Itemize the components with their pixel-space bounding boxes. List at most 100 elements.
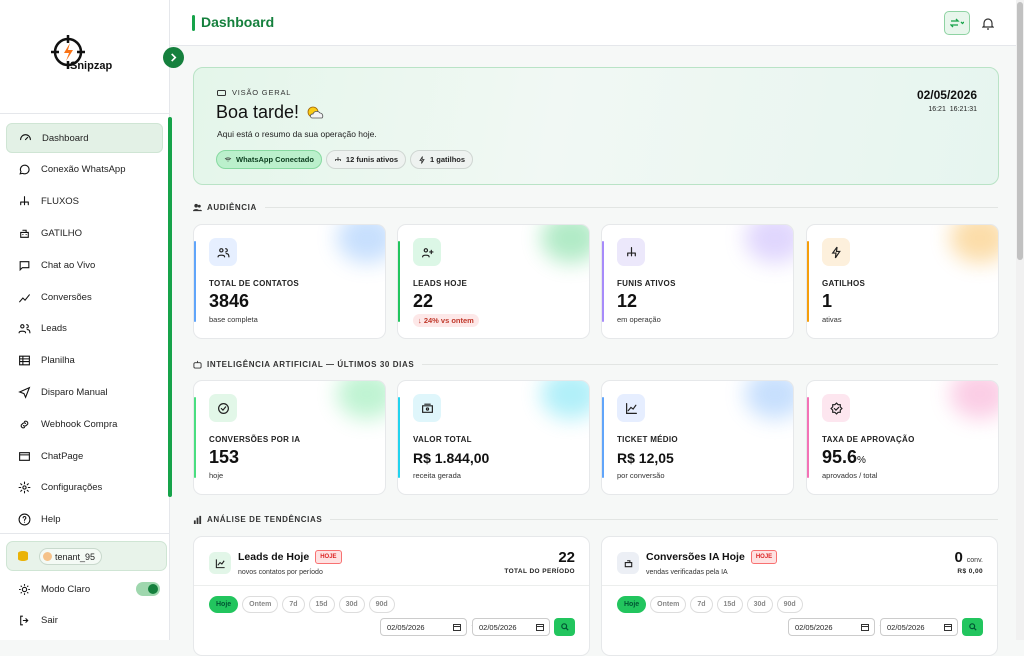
card-note: base completa (209, 315, 258, 324)
theme-label: Modo Claro (41, 583, 91, 595)
menu-item[interactable]: Conversões (6, 282, 163, 312)
glow (950, 381, 998, 419)
card-value: 3846 (209, 291, 250, 311)
notifications[interactable] (982, 17, 994, 30)
filter-pill[interactable]: 30d (746, 596, 773, 613)
tenant-box[interactable]: tenant_95 (6, 541, 167, 571)
theme-toggle[interactable] (136, 582, 160, 596)
trend-total-label: TOTAL DO PERÍODO (504, 568, 575, 575)
trend-card: Conversões IA Hoje HOJE vendas verificadas… (601, 536, 998, 656)
card-icon (617, 238, 645, 266)
menu-item[interactable]: Help (6, 505, 163, 535)
section-label: ANÁLISE DE TENDÊNCIAS (207, 515, 323, 524)
card-label: TOTAL DE CONTATOS (209, 279, 299, 288)
menu-item[interactable]: Leads (6, 314, 163, 344)
filter-pill[interactable]: 7d (690, 596, 713, 613)
menu-item[interactable]: Planilha (6, 346, 163, 376)
divider (602, 585, 997, 586)
accent-bar (807, 397, 809, 478)
menu-item[interactable]: Webhook Compra (6, 409, 163, 439)
card-value: R$ 12,05 (617, 450, 674, 466)
sidebar-toggle[interactable] (163, 47, 184, 68)
status-badge: WhatsApp Conectado (216, 150, 322, 169)
glow (950, 225, 998, 263)
trend-total-label: R$ 0,00 (957, 568, 983, 575)
card-value: 12 (617, 291, 638, 311)
date-value: 02/05/2026 (479, 622, 517, 632)
stat-card: VALOR TOTAL R$ 1.844,00 receita gerada (397, 380, 590, 495)
filter-pill[interactable]: 90d (776, 596, 803, 613)
card-label: TAXA DE APROVAÇÃO (822, 435, 915, 444)
card-note: receita gerada (413, 471, 461, 480)
filter-pill[interactable]: Ontem (242, 596, 279, 613)
trend-title: Leads de Hoje (238, 551, 310, 563)
menu-label: Dashboard (42, 132, 89, 144)
menu-label: Webhook Compra (41, 418, 118, 430)
card-icon (413, 394, 441, 422)
card-unit: % (857, 455, 866, 466)
glow (337, 381, 385, 419)
filter-pill[interactable]: Ontem (650, 596, 687, 613)
logout[interactable]: Sair (6, 605, 163, 635)
date-input[interactable]: 02/05/2026 (380, 618, 467, 636)
menu-item[interactable]: Disparo Manual (6, 377, 163, 407)
menu-item[interactable]: ChatPage (6, 441, 163, 471)
menu-label: Help (41, 514, 61, 526)
trend-total: 22 (558, 549, 575, 566)
switch-button[interactable] (944, 11, 970, 35)
theme-row: Modo Claro (6, 574, 163, 604)
card-icon (209, 238, 237, 266)
card-note: aprovados / total (822, 471, 878, 480)
search-button[interactable] (962, 618, 983, 636)
menu-label: Disparo Manual (41, 386, 108, 398)
menu-item[interactable]: Conexão WhatsApp (6, 155, 163, 185)
menu-item[interactable]: GATILHO (6, 218, 163, 248)
card-icon (822, 238, 850, 266)
trend-badge: HOJE (750, 550, 778, 564)
date-value: 02/05/2026 (795, 622, 833, 632)
logo: Snipzap (50, 34, 112, 76)
filter-pill[interactable]: 7d (282, 596, 305, 613)
overview-card: VISÃO GERAL Boa tarde! Aqui está o resum… (193, 67, 999, 185)
filters: Hoje Ontem 7d 15d 30d 90d (617, 596, 807, 613)
filter-pill[interactable]: 15d (308, 596, 335, 613)
menu-item[interactable]: Configurações (6, 473, 163, 503)
glow (745, 381, 793, 419)
filter-pill[interactable]: Hoje (617, 596, 647, 613)
filter-pill[interactable]: 15d (716, 596, 743, 613)
glow (541, 381, 589, 419)
menu-item[interactable]: Chat ao Vivo (6, 250, 163, 280)
filter-pill[interactable]: 30d (338, 596, 365, 613)
card-icon (617, 394, 645, 422)
trend-card: Leads de Hoje HOJE novos contatos por perí… (193, 536, 590, 656)
filter-pill[interactable]: Hoje (209, 596, 239, 613)
tenant-chip: tenant_95 (39, 548, 103, 565)
section-title: INTELIGÊNCIA ARTIFICIAL — ÚLTIMOS 30 DIA… (193, 360, 998, 369)
date: 02/05/2026 (916, 88, 977, 102)
card-value: 1 (822, 291, 833, 311)
accent-bar (602, 397, 604, 478)
scrollbar (1016, 0, 1024, 640)
card-label: CONVERSÕES POR IA (209, 435, 301, 444)
menu-label: Chat ao Vivo (41, 259, 96, 271)
search-button[interactable] (554, 618, 575, 636)
card-note: ↓ 24% vs ontem (413, 314, 479, 327)
date-input[interactable]: 02/05/2026 (472, 618, 550, 636)
section-label: INTELIGÊNCIA ARTIFICIAL — ÚLTIMOS 30 DIA… (207, 360, 415, 369)
menu-item[interactable]: FLUXOS (6, 187, 163, 217)
accent-bar (398, 241, 400, 322)
stat-card: TOTAL DE CONTATOS 3846 base completa (193, 224, 386, 339)
card-label: VALOR TOTAL (413, 435, 472, 444)
trend-icon (209, 552, 231, 574)
date-input[interactable]: 02/05/2026 (788, 618, 875, 636)
greeting: Boa tarde! (216, 102, 300, 122)
card-note: ativas (822, 315, 842, 324)
menu-item[interactable]: Dashboard (6, 123, 163, 153)
trend-total-row: 22 (558, 549, 575, 566)
filter-pill[interactable]: 90d (368, 596, 395, 613)
page-title: Dashboard (201, 14, 275, 30)
accent-bar (194, 241, 196, 322)
status-badges: WhatsApp Conectado 12 funis ativos 1 gatil… (216, 150, 477, 169)
date-input[interactable]: 02/05/2026 (880, 618, 958, 636)
trend-total-unit: conv. (966, 557, 983, 564)
